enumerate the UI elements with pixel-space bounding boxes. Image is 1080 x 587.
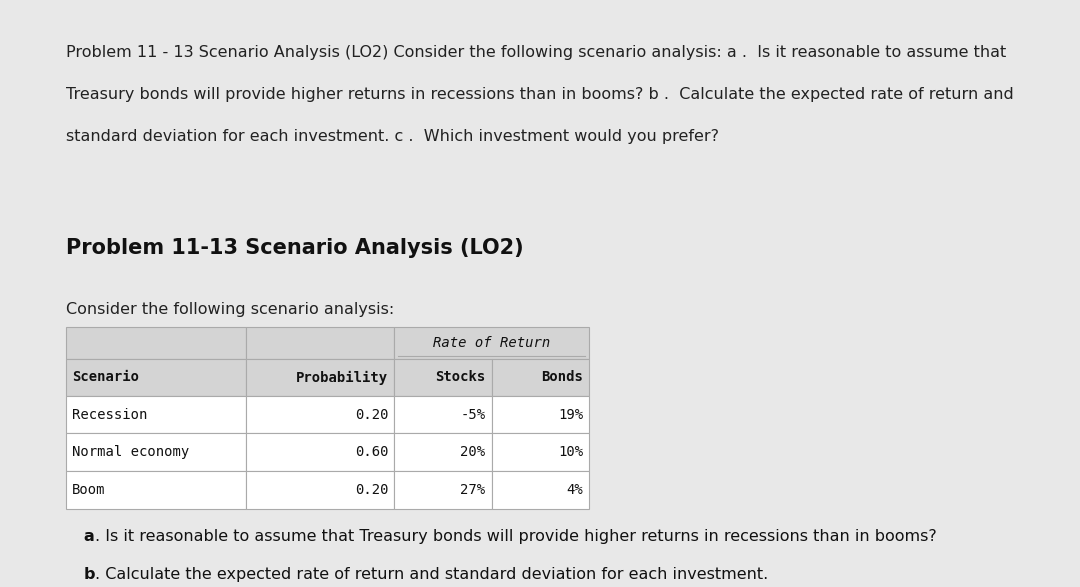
Bar [245,471,394,510]
Text: Bonds: Bonds [541,370,583,384]
Bar [394,327,590,359]
Text: Stocks: Stocks [435,370,486,384]
Bar [245,327,394,359]
Text: 0.20: 0.20 [354,483,388,497]
Bar [66,396,245,433]
Text: . Calculate the expected rate of return and standard deviation for each investme: . Calculate the expected rate of return … [95,567,768,582]
Bar [245,433,394,471]
Text: . Is it reasonable to assume that Treasury bonds will provide higher returns in : . Is it reasonable to assume that Treasu… [95,529,936,544]
Text: Scenario: Scenario [72,370,139,384]
Bar [491,359,590,396]
Text: Consider the following scenario analysis:: Consider the following scenario analysis… [66,302,394,317]
Text: 19%: 19% [558,407,583,421]
Text: 27%: 27% [460,483,486,497]
Text: Treasury bonds will provide higher returns in recessions than in booms? b .  Cal: Treasury bonds will provide higher retur… [66,87,1014,102]
Bar [394,359,491,396]
Bar [394,396,491,433]
Text: 4%: 4% [566,483,583,497]
Bar [245,396,394,433]
Bar [394,433,491,471]
Text: Probability: Probability [296,370,388,384]
Text: standard deviation for each investment. c .  Which investment would you prefer?: standard deviation for each investment. … [66,129,719,144]
Text: -5%: -5% [460,407,486,421]
Bar [491,433,590,471]
Text: a: a [83,529,94,544]
Text: Rate of Return: Rate of Return [433,336,551,350]
Text: 0.20: 0.20 [354,407,388,421]
Text: b: b [83,567,95,582]
Bar [66,327,245,359]
Text: 0.60: 0.60 [354,446,388,460]
Bar [245,359,394,396]
Bar [394,471,491,510]
Text: 20%: 20% [460,446,486,460]
Bar [491,471,590,510]
Text: Recession: Recession [72,407,148,421]
Text: Normal economy: Normal economy [72,446,189,460]
Bar [491,396,590,433]
Text: Boom: Boom [72,483,106,497]
Text: Problem 11 - 13 Scenario Analysis (LO2) Consider the following scenario analysis: Problem 11 - 13 Scenario Analysis (LO2) … [66,45,1007,60]
Bar [66,433,245,471]
Bar [66,359,245,396]
Bar [66,471,245,510]
Text: Problem 11-13 Scenario Analysis (LO2): Problem 11-13 Scenario Analysis (LO2) [66,238,524,258]
Text: 10%: 10% [558,446,583,460]
